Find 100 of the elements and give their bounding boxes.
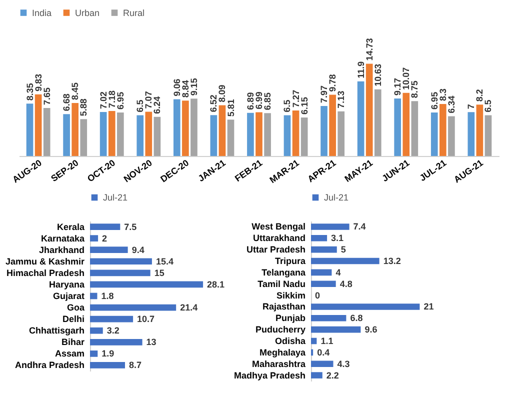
data-label: 5.81: [226, 99, 236, 117]
bar: [90, 224, 120, 230]
data-label: 8.09: [217, 84, 228, 102]
data-label: 1.1: [320, 336, 334, 346]
data-label: 28.1: [207, 279, 225, 290]
bar: [26, 104, 34, 156]
data-label: 8.45: [70, 82, 80, 100]
bar: [439, 104, 446, 156]
data-label: 2: [102, 233, 108, 244]
y-tick-label: Jharkhand: [38, 244, 84, 255]
data-label: 7.18: [106, 90, 117, 108]
data-label: 6.5: [282, 100, 292, 112]
bar: [116, 112, 124, 156]
data-label: 10.07: [401, 67, 412, 90]
data-label: 9.4: [132, 244, 144, 255]
bar: [311, 246, 337, 253]
y-tick-label: Madhya Pradesh: [234, 370, 306, 380]
bar: [311, 304, 420, 310]
y-tick-label: Uttar Pradesh: [246, 244, 306, 255]
y-tick-label: Telangana: [262, 267, 306, 278]
data-label: 15: [154, 268, 164, 278]
legend-label: Rural: [123, 8, 145, 18]
bar: [311, 269, 332, 276]
data-label: 13.2: [383, 256, 401, 266]
bar: [430, 112, 438, 156]
bar: [448, 116, 455, 156]
y-tick-label: Jammu & Kashmir: [5, 256, 85, 266]
bar: [100, 112, 107, 156]
data-label: 15.4: [156, 256, 174, 266]
data-label: 21: [424, 302, 434, 312]
bar: [108, 111, 116, 156]
y-tick-label: Delhi: [62, 314, 84, 324]
legend-label: Jul-21: [324, 192, 349, 202]
bar: [284, 115, 291, 156]
y-tick-label: Gujarat: [52, 291, 84, 301]
bar: [311, 258, 380, 264]
bar: [366, 64, 373, 156]
bar: [90, 270, 150, 276]
bar: [43, 108, 50, 156]
data-label: 6.15: [299, 96, 310, 114]
data-label: 6.99: [254, 92, 264, 110]
data-label: 6.52: [208, 94, 219, 112]
bar: [90, 258, 152, 265]
data-label: 10.63: [372, 64, 383, 86]
data-label: 2.2: [326, 370, 339, 380]
data-label: 8.35: [24, 83, 35, 101]
data-label: 11.9: [356, 61, 366, 78]
data-label: 8.7: [129, 360, 142, 370]
bar: [247, 112, 254, 156]
bar: [300, 117, 308, 156]
data-label: 21.4: [180, 302, 198, 313]
bar: [218, 105, 226, 156]
y-tick-label: Puducherry: [255, 324, 306, 335]
data-label: 3.2: [106, 326, 120, 336]
bar: [90, 235, 98, 242]
bar: [90, 338, 142, 346]
bar: [484, 115, 492, 156]
y-tick-label: Sikkim: [276, 290, 306, 300]
y-tick-label: Punjab: [275, 313, 306, 324]
data-label: 9.83: [33, 74, 44, 92]
bar: [394, 98, 402, 156]
bar: [329, 94, 336, 156]
bar: [311, 372, 322, 378]
data-label: 9.17: [392, 78, 403, 96]
bar: [90, 246, 128, 254]
data-label: 6.68: [62, 94, 72, 112]
data-label: 6.5: [483, 100, 494, 112]
bar: [90, 281, 204, 288]
bar: [90, 327, 103, 334]
y-tick-label: West Bengal: [252, 222, 306, 232]
y-tick-label: Chhattisgarh: [28, 326, 84, 336]
y-tick-label: Odisha: [274, 336, 306, 346]
y-tick-label: Tamil Nadu: [258, 278, 306, 289]
data-label: 14.73: [364, 38, 374, 61]
data-label: 9.78: [328, 74, 338, 92]
data-label: 7.5: [124, 222, 137, 232]
bar: [476, 104, 484, 156]
bar: [411, 101, 418, 156]
y-tick-label: Karnataka: [40, 233, 86, 244]
bar: [210, 115, 218, 156]
data-label: 6.85: [262, 92, 273, 110]
legend-label: Urban: [75, 8, 100, 18]
data-label: 5.88: [78, 98, 89, 116]
bar: [227, 120, 234, 156]
legend-label: India: [32, 8, 52, 18]
bar: [256, 112, 262, 156]
data-label: 13: [146, 337, 156, 348]
data-label: 7.65: [42, 88, 52, 106]
data-label: 8.3: [438, 88, 448, 101]
data-label: 7.13: [336, 90, 346, 108]
y-tick-label: Uttarakhand: [252, 233, 306, 244]
data-label: 7.27: [290, 90, 301, 108]
bar: [311, 326, 361, 333]
data-label: 3.1: [331, 233, 344, 244]
y-tick-label: Tripura: [274, 256, 306, 266]
data-label: 4.8: [340, 278, 352, 289]
bar: [374, 89, 382, 156]
data-label: 9.15: [188, 78, 199, 96]
data-label: 7.97: [319, 86, 330, 104]
bar: [311, 280, 336, 287]
